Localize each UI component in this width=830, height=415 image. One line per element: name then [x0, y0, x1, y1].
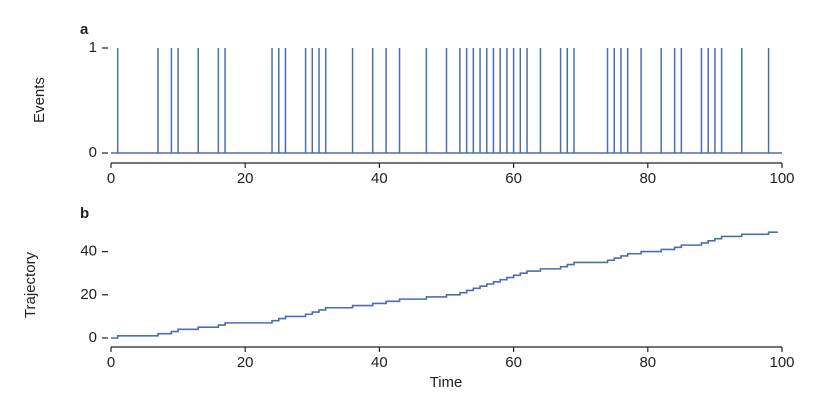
x-tick-label: 0	[107, 170, 115, 187]
x-tick-label: 40	[371, 354, 388, 371]
trajectory-line	[111, 231, 778, 339]
y-tick-label: 20	[80, 286, 97, 303]
y-tick-label: 0	[89, 144, 97, 161]
panel-label: a	[80, 21, 89, 38]
x-tick-label: 100	[769, 170, 794, 187]
panel-label: b	[80, 205, 89, 222]
x-tick-label: 60	[505, 354, 522, 371]
x-axis-label: Time	[430, 374, 463, 391]
x-tick-label: 80	[639, 354, 656, 371]
x-tick-label: 20	[237, 354, 254, 371]
y-tick-label: 0	[89, 329, 97, 346]
y-axis-label: Events	[31, 77, 48, 123]
x-tick-label: 100	[769, 354, 794, 371]
y-axis-label: Trajectory	[22, 251, 39, 318]
y-tick-label: 40	[80, 243, 97, 260]
x-tick-label: 0	[107, 354, 115, 371]
x-tick-label: 80	[639, 170, 656, 187]
x-tick-label: 20	[237, 170, 254, 187]
x-tick-label: 40	[371, 170, 388, 187]
x-tick-label: 60	[505, 170, 522, 187]
y-tick-label: 1	[89, 39, 97, 56]
